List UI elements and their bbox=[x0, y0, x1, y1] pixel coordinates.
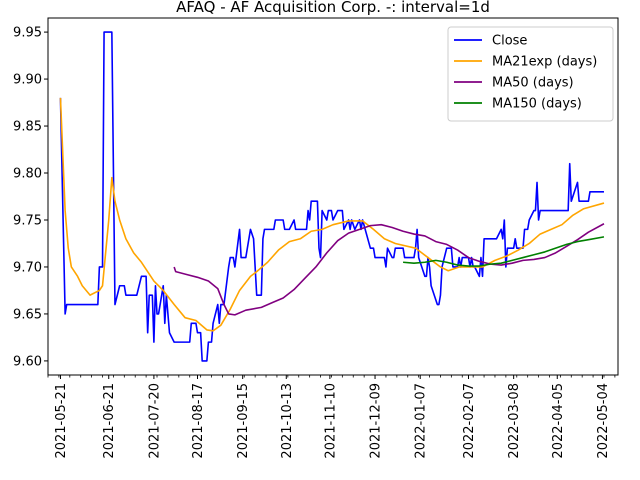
x-tick-label: 2021-06-21 bbox=[102, 383, 117, 459]
x-axis: 2021-05-21 2021-06-21 2021-07-20 2021-08-17… bbox=[47, 375, 616, 459]
legend-label: MA21exp (days) bbox=[492, 55, 597, 70]
y-tick-label: 9.70 bbox=[13, 260, 42, 275]
x-tick-label: 2022-04-05 bbox=[551, 383, 566, 459]
series-line-close bbox=[59, 31, 604, 362]
y-tick-label: 9.65 bbox=[13, 307, 42, 322]
y-axis: 9.60 9.65 9.70 9.75 9.80 9.85 9.90 9.95 bbox=[13, 26, 48, 369]
series-layer bbox=[59, 31, 605, 362]
legend-label: Close bbox=[492, 34, 527, 49]
y-tick-label: 9.85 bbox=[13, 120, 42, 135]
plot-area-frame bbox=[47, 17, 619, 376]
y-tick-label: 9.90 bbox=[13, 73, 42, 88]
x-tick-label: 2021-11-10 bbox=[323, 383, 338, 459]
y-tick-label: 9.80 bbox=[13, 167, 42, 182]
x-tick-label: 2022-02-07 bbox=[462, 383, 477, 459]
x-tick-label: 2022-05-04 bbox=[596, 383, 611, 459]
legend: Close MA21exp (days) MA50 (days) MA150 (day… bbox=[447, 26, 614, 122]
x-tick-label: 2021-12-09 bbox=[369, 383, 384, 459]
x-tick-label: 2021-08-17 bbox=[191, 383, 206, 459]
series-line-ma50-days bbox=[173, 223, 605, 316]
legend-label: MA50 (days) bbox=[492, 76, 574, 91]
x-tick-label: 2021-07-20 bbox=[147, 383, 162, 459]
y-tick-label: 9.75 bbox=[13, 213, 42, 228]
series-line-ma150-days bbox=[403, 236, 605, 267]
y-tick-label: 9.95 bbox=[13, 26, 42, 41]
legend-box bbox=[447, 26, 614, 122]
x-tick-label: 2021-09-15 bbox=[236, 383, 251, 459]
y-tick-label: 9.60 bbox=[13, 354, 42, 369]
chart-title: AFAQ - AF Acquisition Corp. -: interval=… bbox=[176, 0, 490, 16]
x-tick-label: 2022-03-08 bbox=[507, 383, 522, 459]
x-tick-label: 2021-10-13 bbox=[280, 383, 295, 459]
x-tick-label: 2021-05-21 bbox=[54, 383, 69, 459]
legend-label: MA150 (days) bbox=[492, 97, 582, 112]
x-tick-label: 2022-01-07 bbox=[414, 383, 429, 459]
